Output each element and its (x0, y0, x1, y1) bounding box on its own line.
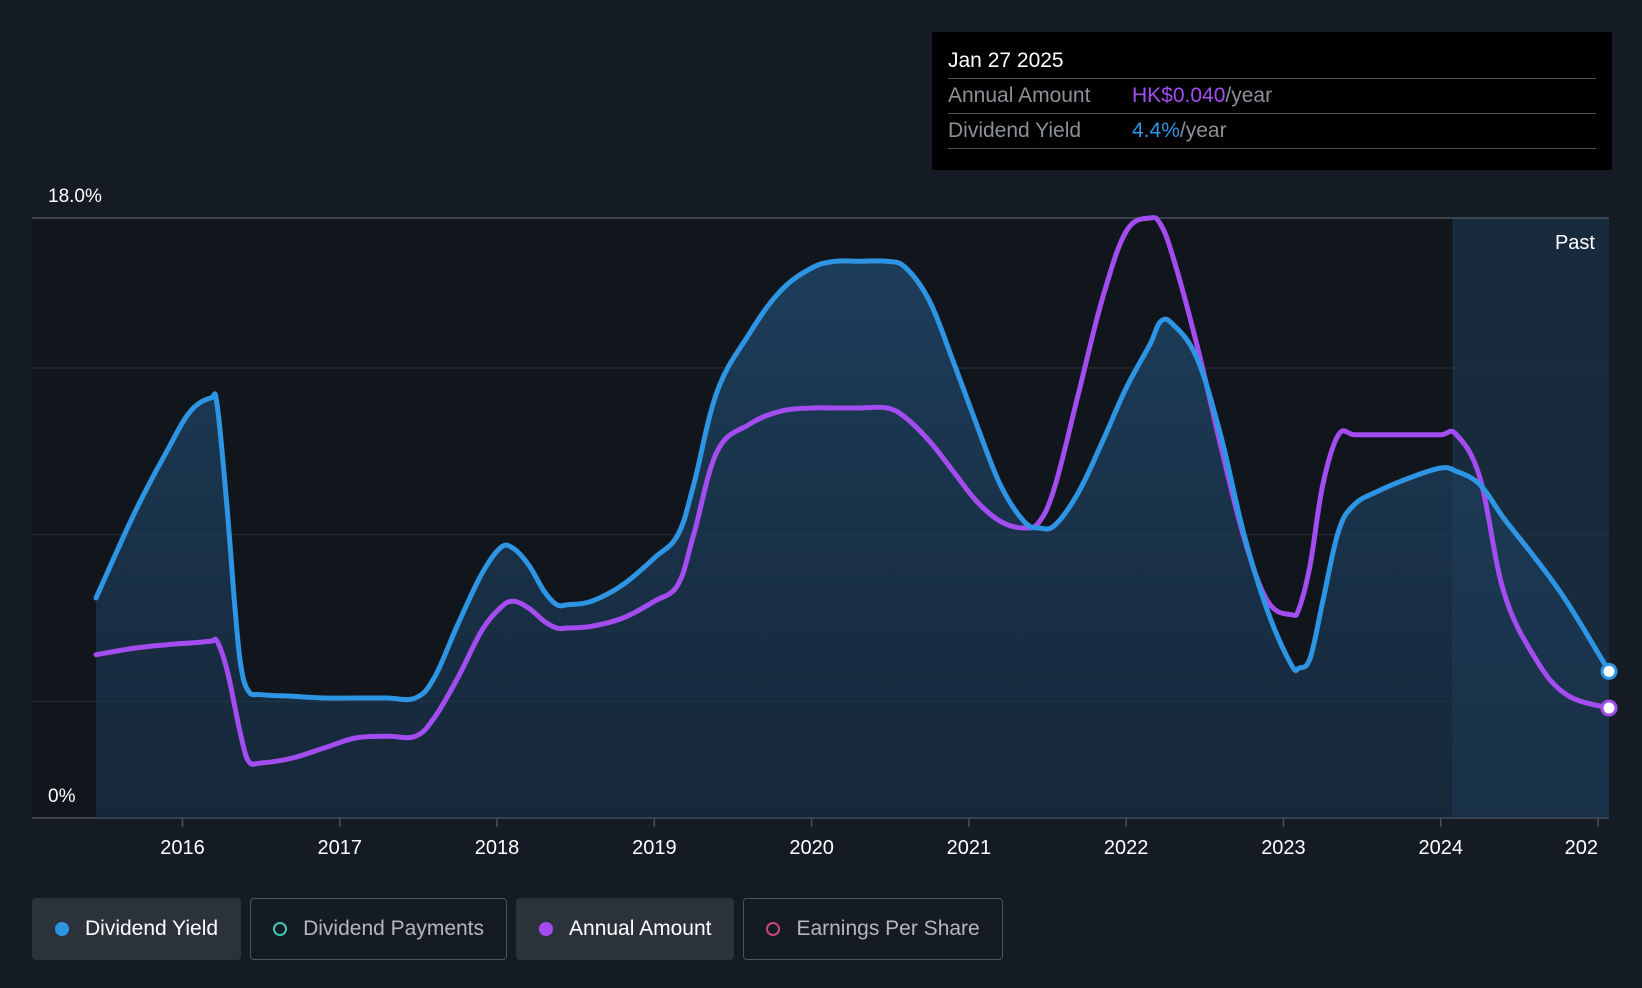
x-tick-label: 2019 (632, 837, 677, 859)
legend-label: Dividend Payments (303, 917, 485, 940)
legend-item-dividend-yield[interactable]: Dividend Yield (32, 898, 242, 960)
annual-amount-end-point (1600, 699, 1618, 717)
tooltip-annual-amount-value: HK$0.040 (1132, 84, 1226, 107)
tooltip-dividend-yield-value: 4.4% (1132, 119, 1180, 142)
past-label: Past (1555, 232, 1595, 254)
x-tick-label: 202 (1565, 837, 1598, 859)
x-tick-label: 2024 (1418, 837, 1463, 859)
y-label-max: 18.0% (48, 186, 102, 207)
tooltip-date: Jan 27 2025 (948, 46, 1596, 79)
x-tick-label: 2018 (475, 837, 520, 859)
legend-item-dividend-payments[interactable]: Dividend Payments (250, 898, 508, 960)
x-tick-label: 2021 (947, 837, 992, 859)
chart-legend: Dividend Yield Dividend Payments Annual Am… (32, 898, 1003, 960)
tooltip-row-annual-amount: Annual Amount HK$0.040/year (948, 79, 1596, 114)
legend-item-annual-amount[interactable]: Annual Amount (516, 898, 735, 960)
dividend-yield-area (96, 260, 1609, 818)
tooltip-annual-amount-unit: /year (1225, 84, 1273, 107)
annual-amount-dot-icon (539, 922, 554, 936)
x-tick-label: 2022 (1104, 837, 1149, 859)
hover-tooltip: Jan 27 2025 Annual Amount HK$0.040/year … (932, 32, 1612, 170)
tooltip-dividend-yield-unit: /year (1179, 119, 1227, 142)
annual-amount-line (93, 215, 1612, 767)
dividend-payments-dot-icon (273, 922, 288, 936)
x-tick-label: 2016 (160, 837, 205, 859)
earnings-per-share-dot-icon (766, 922, 781, 936)
y-label-zero: 0% (48, 786, 76, 807)
x-tick-label: 2023 (1261, 837, 1306, 859)
dividend-yield-line (93, 258, 1612, 703)
x-tick-label: 2020 (789, 837, 834, 859)
tooltip-annual-amount-label: Annual Amount (948, 84, 1091, 107)
legend-item-earnings-per-share[interactable]: Earnings Per Share (743, 898, 1003, 960)
dividend-yield-end-point (1600, 662, 1618, 680)
dividend-yield-dot-icon (55, 922, 69, 936)
x-tick-label: 2017 (318, 837, 363, 859)
legend-label: Earnings Per Share (796, 917, 980, 940)
legend-label: Annual Amount (569, 917, 712, 940)
tooltip-dividend-yield-label: Dividend Yield (948, 119, 1082, 142)
tooltip-row-dividend-yield: Dividend Yield 4.4%/year (948, 114, 1596, 149)
legend-label: Dividend Yield (85, 917, 219, 940)
